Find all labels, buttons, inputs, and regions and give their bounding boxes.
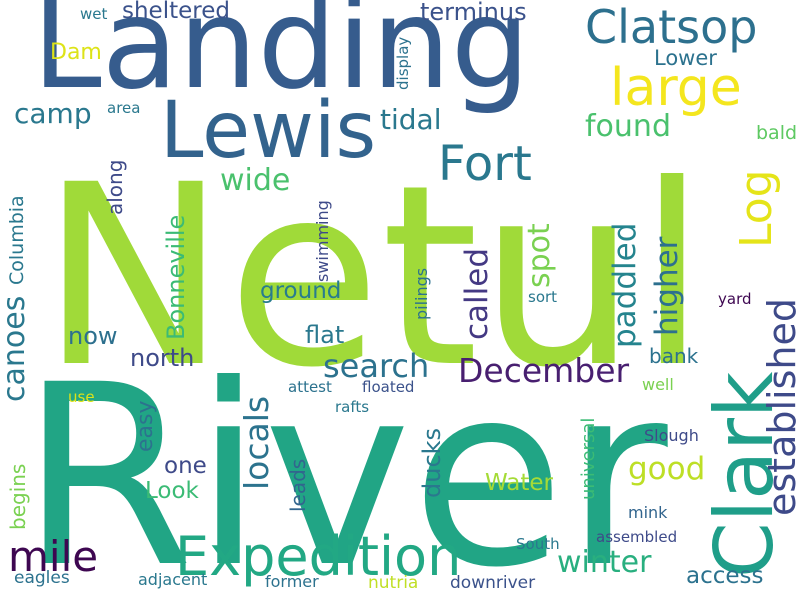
word-higher: higher [649,236,685,336]
word-pilings: pilings [412,267,431,320]
word-floated: floated [362,378,415,396]
word-attest: attest [288,378,332,396]
word-camp: camp [14,97,92,130]
word-area: area [107,99,141,117]
word-universal: universal [578,417,599,500]
word-ducks: ducks [418,427,446,498]
word-north: north [130,344,195,372]
word-ground: ground [260,278,342,304]
word-columbia: Columbia [6,195,28,285]
word-found: found [585,109,671,144]
word-river: River [20,331,668,600]
word-water: Water [485,470,553,496]
word-dam: Dam [50,40,102,65]
word-landing: Landing [32,0,531,117]
word-access: access [686,563,764,589]
word-terminus: terminus [420,0,527,26]
word-fort: Fort [438,136,532,192]
word-mink: mink [628,503,668,522]
word-easy: easy [133,400,158,453]
word-canoes: canoes [0,295,32,402]
word-wet: wet [80,5,108,23]
word-bank: bank [649,344,699,368]
word-paddled: paddled [607,222,643,348]
word-nutria: nutria [368,573,419,593]
word-assembled: assembled [596,528,678,546]
word-good: good [628,451,706,487]
word-rafts: rafts [335,398,370,416]
word-now: now [68,322,118,350]
word-flat: flat [305,321,345,349]
word-downriver: downriver [450,573,536,593]
word-wide: wide [220,163,291,198]
word-eagles: eagles [14,568,70,588]
word-look: Look [145,478,199,504]
word-bonneville: Bonneville [162,214,190,340]
word-sheltered: sheltered [122,0,230,24]
word-mile: mile [8,532,99,581]
word-netul: Netul [40,131,707,422]
word-lower: Lower [654,46,717,70]
word-adjacent: adjacent [138,570,208,589]
word-december: December [458,351,630,390]
word-large: large [610,58,742,118]
word-search: search [323,347,430,385]
word-bald: bald [756,122,798,144]
word-leads: leads [286,458,310,512]
word-one: one [164,453,207,479]
word-begins: begins [6,463,30,530]
word-clatsop: Clatsop [585,0,758,54]
word-spot: spot [522,223,557,288]
word-use: use [68,388,95,406]
word-lewis: Lewis [160,86,377,176]
word-tidal: tidal [380,103,442,136]
word-well: well [642,375,674,394]
word-established: established [760,298,800,516]
word-along: along [103,159,127,215]
word-yard: yard [718,290,752,308]
word-log: Log [731,169,782,248]
word-display: display [394,36,412,90]
word-swimming: swimming [313,200,332,282]
word-sort: sort [528,288,558,306]
word-expedition: Expedition [175,525,462,588]
word-former: former [265,572,319,591]
word-called: called [459,247,495,340]
word-south: South [516,535,560,553]
word-winter: winter [557,545,652,580]
word-locals: locals [237,395,276,490]
word-slough: Slough [644,426,699,445]
